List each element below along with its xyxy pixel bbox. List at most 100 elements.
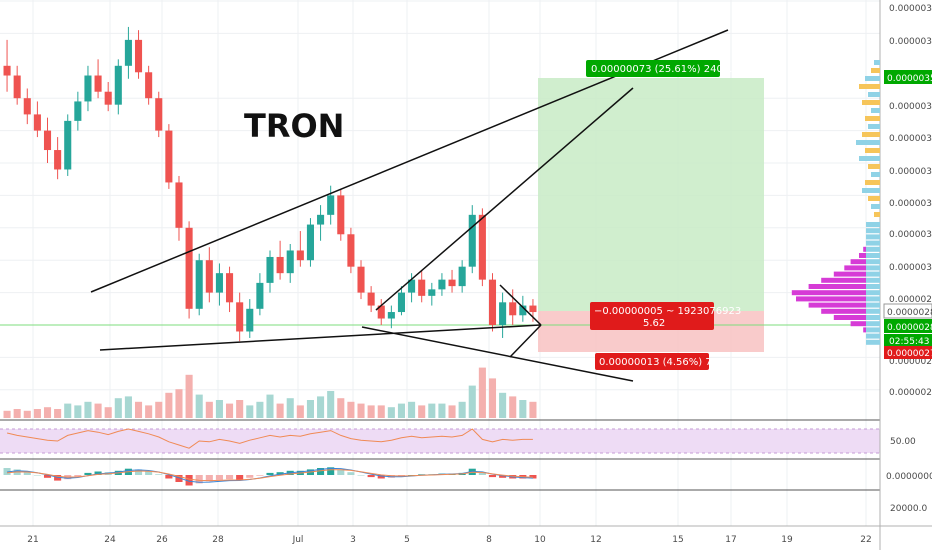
candle-body [306, 224, 314, 261]
candle-body [408, 279, 416, 293]
volume-profile-upper-bar [865, 76, 880, 81]
price-tick-label: 0.00000340 [889, 134, 932, 144]
candle-body [276, 256, 284, 274]
candle-body [226, 273, 234, 303]
price-tick-label: 0.00000370 [889, 37, 932, 47]
volume-profile-upper-bar [871, 204, 880, 209]
price-tick-label: 0.00000260 [889, 388, 932, 398]
candle-body [13, 75, 21, 99]
candle-body [104, 91, 112, 105]
time-tick-label: 12 [590, 535, 601, 545]
time-tick-label: 19 [781, 535, 793, 545]
volume-bar [33, 409, 41, 418]
volume-profile-upper-bar [862, 188, 880, 193]
countdown-bg [884, 334, 932, 347]
macd-bar [327, 467, 335, 475]
volume-bar [488, 378, 497, 418]
candlesticks [3, 26, 537, 342]
price-tick-label: 0.00000270 [889, 357, 932, 367]
price-tick-label: 0.00000380 [889, 4, 932, 14]
volume-profile-bar-up [866, 265, 880, 271]
candle-body [84, 75, 92, 102]
signal-line [7, 469, 533, 482]
volume-profile-bar-up [866, 271, 880, 277]
price-tag-280-bg [884, 319, 932, 333]
time-tick-label: 21 [27, 535, 38, 545]
chart-title: TRON [244, 107, 344, 145]
pennant-lower-line [509, 324, 542, 358]
macd-bar [155, 474, 163, 475]
volume-profile-bar-up [866, 290, 880, 296]
wedge-upper-line [375, 87, 634, 311]
volume-profile-bar-up [866, 240, 880, 246]
time-tick-label: 24 [104, 535, 116, 545]
volume-bar [519, 400, 527, 418]
candle-body [317, 214, 325, 225]
candle-body [43, 130, 52, 151]
price-tag-358: 0.00000358 [887, 74, 932, 84]
time-axis: 21 24 26 28 Jul 3 5 8 10 12 15 17 19 22 [27, 535, 871, 545]
volume-profile-bar-up [866, 327, 880, 333]
macd-bar [347, 472, 355, 475]
time-tick-label: 26 [156, 535, 168, 545]
volume-bar [317, 396, 325, 418]
candle-body [397, 292, 406, 313]
candle-body [64, 120, 72, 170]
wedge-lower-line [361, 326, 634, 382]
macd-bar [256, 475, 264, 476]
price-tick-label: 0.00000320 [889, 199, 932, 209]
candle-body [74, 101, 82, 121]
volume-profile-bar-up [866, 339, 880, 345]
volume-profile-bar-up [866, 228, 880, 234]
price-tick-label: 0.00000290 [889, 295, 932, 305]
volume-bar [397, 403, 406, 418]
macd-bar [84, 472, 92, 475]
volume-bar [54, 409, 62, 418]
volume-profile-bar [833, 271, 866, 277]
volume-profile-upper-bar [859, 156, 880, 161]
volume-bar [408, 401, 416, 418]
volume-profile-upper-bar [868, 164, 880, 169]
macd-bar [215, 475, 223, 480]
volume-profile-bar [863, 327, 866, 333]
candle-body [165, 130, 173, 183]
macd-bar [205, 475, 213, 482]
candle-body [195, 260, 203, 309]
candle-body [418, 279, 426, 296]
entry-label-line2: 5.62 [643, 318, 665, 329]
volume-bar [205, 401, 213, 418]
volume-bar [3, 410, 11, 418]
volume-bar [438, 403, 446, 418]
macd-bar [418, 474, 426, 475]
volume-bar [448, 405, 456, 418]
price-tick-label: 0.00000350 [889, 102, 932, 112]
macd-bar [276, 472, 284, 475]
volume-bar [357, 403, 365, 418]
macd-bar [478, 472, 486, 475]
candle-body [428, 289, 436, 296]
volume-profile-bar-up [866, 308, 880, 314]
volume-bar [185, 374, 193, 418]
volume-profile-upper-bar [871, 68, 880, 73]
rsi-tick-label: 50.00 [890, 437, 916, 447]
volume-profile-bar [833, 315, 866, 320]
volume-profile-upper-bar [865, 148, 880, 153]
target-label: 0.00000073 (25.61%) 2403.85 [591, 64, 745, 75]
volume-profile-upper-bar [859, 84, 880, 89]
volume-bar [286, 398, 294, 418]
macd-bar [246, 475, 254, 478]
time-tick-label: 8 [486, 535, 492, 545]
macd-bar [488, 475, 497, 478]
macd-tick-label: 0.00000000 [886, 472, 932, 482]
time-tick-label: 10 [534, 535, 546, 545]
macd-bar [74, 475, 82, 477]
volume-bar [509, 396, 517, 418]
macd-bar [195, 475, 203, 484]
volume-bar [134, 401, 143, 418]
volume-profile-bar [863, 246, 866, 252]
volume-bar [347, 401, 355, 418]
volume-bar [306, 400, 314, 418]
volume-bar [94, 403, 102, 418]
volume-profile-bar-up [866, 246, 880, 252]
volume-bar [175, 389, 183, 418]
